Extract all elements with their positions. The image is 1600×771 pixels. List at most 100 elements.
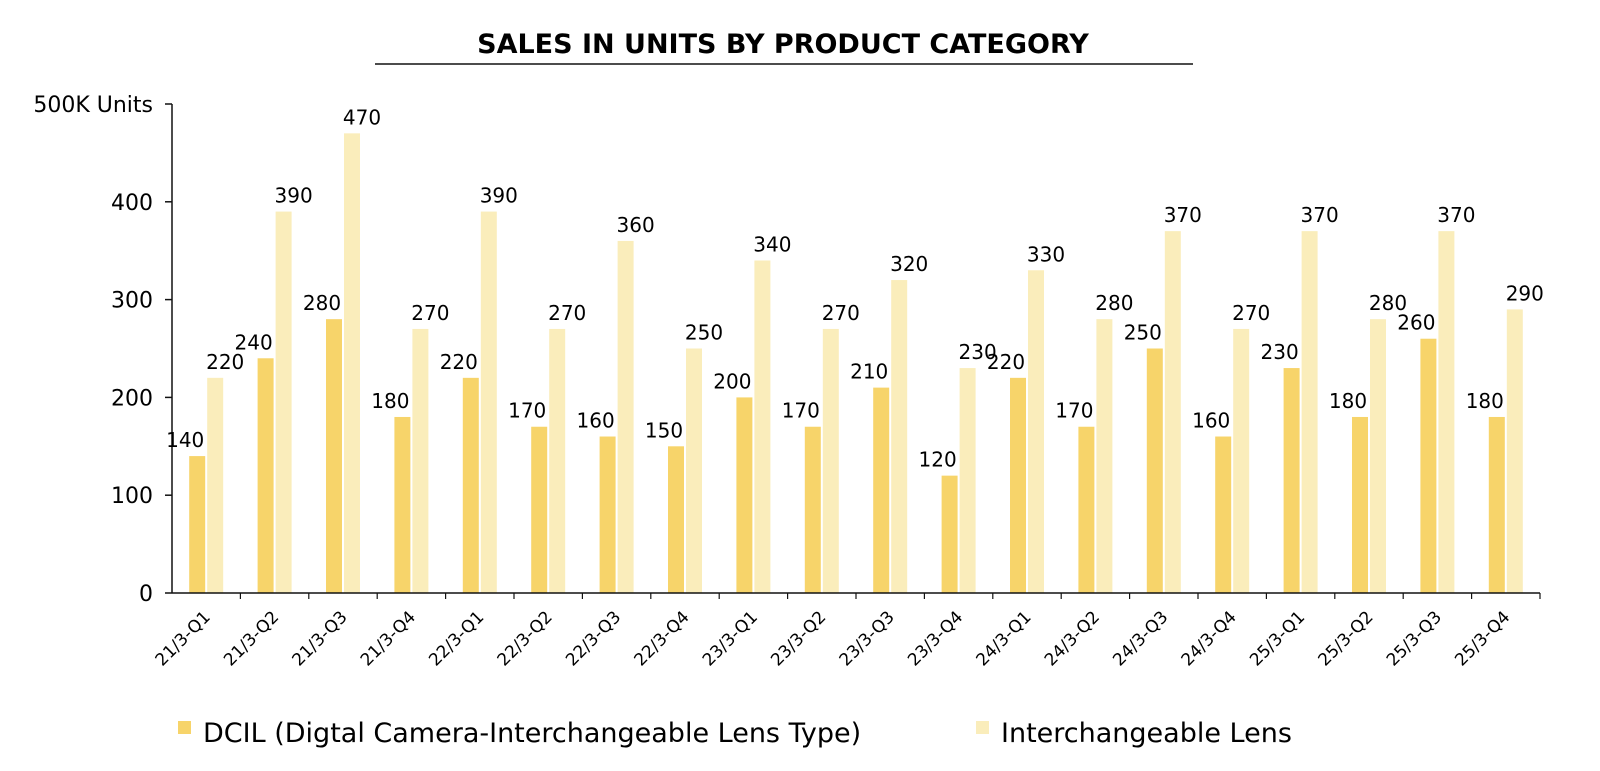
bar-interchangeable-lens — [754, 260, 771, 593]
data-label-dcil: 170 — [508, 399, 546, 423]
x-tick-label: 24/3-Q1 — [973, 607, 1036, 670]
bar-dcil — [941, 475, 958, 593]
x-tick-label: 25/3-Q4 — [1451, 607, 1514, 670]
x-tick-label: 23/3-Q1 — [699, 607, 762, 670]
data-label-dcil: 220 — [440, 350, 478, 374]
data-label-interchangeable-lens: 270 — [548, 301, 586, 325]
data-label-interchangeable-lens: 270 — [822, 301, 860, 325]
legend-swatch-dcil — [178, 721, 191, 734]
x-tick-label: 24/3-Q2 — [1041, 607, 1104, 670]
bar-dcil — [1010, 377, 1026, 593]
bar-interchangeable-lens — [1233, 328, 1250, 593]
data-label-dcil: 150 — [645, 418, 683, 442]
bar-interchangeable-lens — [549, 328, 566, 593]
legend-label-interchangeable-lens: Interchangeable Lens — [1001, 718, 1292, 749]
bar-dcil — [1488, 416, 1505, 593]
data-label-interchangeable-lens: 230 — [959, 340, 997, 364]
bar-interchangeable-lens — [207, 377, 224, 593]
y-tick-label: 500K Units — [33, 93, 153, 118]
data-label-dcil: 180 — [1329, 389, 1367, 413]
y-tick-label: 400 — [111, 191, 153, 216]
bar-dcil — [873, 387, 890, 593]
y-axis: 0 100 200 300 400 500K Units — [33, 93, 173, 607]
bar-dcil — [599, 436, 616, 593]
bar-interchangeable-lens — [1028, 270, 1044, 593]
data-label-interchangeable-lens: 390 — [480, 184, 518, 208]
bar-interchangeable-lens — [686, 348, 702, 593]
x-tick-label: 22/3-Q4 — [631, 607, 694, 670]
bar-interchangeable-lens — [412, 328, 429, 593]
x-tick-label: 22/3-Q2 — [494, 607, 557, 670]
y-tick-label: 300 — [111, 289, 153, 314]
x-tick-label: 21/3-Q3 — [289, 607, 352, 670]
bar-dcil — [736, 397, 753, 593]
x-tick-label: 22/3-Q3 — [562, 607, 625, 670]
bar-dcil — [531, 426, 548, 593]
data-label-dcil: 280 — [303, 291, 341, 315]
bar-dcil — [1420, 338, 1437, 593]
bars — [189, 133, 1523, 594]
bar-interchangeable-lens — [1370, 319, 1386, 593]
data-label-interchangeable-lens: 320 — [890, 252, 928, 276]
y-tick-label: 200 — [111, 386, 153, 411]
data-label-dcil: 120 — [919, 448, 957, 472]
x-tick-label: 21/3-Q1 — [152, 607, 215, 670]
data-label-interchangeable-lens: 370 — [1164, 203, 1202, 227]
bar-interchangeable-lens — [959, 368, 976, 593]
bar-interchangeable-lens — [891, 280, 908, 593]
data-label-interchangeable-lens: 270 — [1232, 301, 1270, 325]
bar-dcil — [189, 456, 206, 593]
y-tick-label: 100 — [111, 484, 153, 509]
bar-interchangeable-lens — [480, 211, 497, 593]
bar-interchangeable-lens — [1096, 319, 1113, 593]
bar-dcil — [1215, 436, 1232, 593]
data-label-dcil: 180 — [1466, 389, 1504, 413]
x-tick-label: 24/3-Q4 — [1178, 607, 1241, 670]
data-label-dcil: 220 — [987, 350, 1025, 374]
data-label-interchangeable-lens: 280 — [1369, 291, 1407, 315]
x-tick-label: 23/3-Q2 — [767, 607, 830, 670]
data-label-dcil: 160 — [1192, 409, 1230, 433]
legend-label-dcil: DCIL (Digtal Camera-Interchangeable Lens… — [203, 718, 861, 749]
data-label-dcil: 250 — [1124, 321, 1162, 345]
x-tick-label: 25/3-Q2 — [1315, 607, 1378, 670]
bar-interchangeable-lens — [1506, 309, 1523, 593]
data-label-interchangeable-lens: 340 — [753, 232, 791, 256]
data-label-interchangeable-lens: 370 — [1437, 203, 1475, 227]
legend-swatch-interchangeable-lens — [976, 721, 989, 734]
x-tick-label: 21/3-Q4 — [357, 607, 420, 670]
chart-title: SALES IN UNITS BY PRODUCT CATEGORY — [477, 29, 1089, 60]
bar-dcil — [326, 319, 342, 593]
data-label-interchangeable-lens: 470 — [343, 105, 381, 129]
data-label-interchangeable-lens: 330 — [1027, 242, 1065, 266]
data-label-dcil: 200 — [713, 369, 751, 393]
x-tick-label: 24/3-Q3 — [1109, 607, 1172, 670]
data-label-dcil: 240 — [235, 330, 273, 354]
bar-dcil — [1283, 368, 1300, 593]
data-label-interchangeable-lens: 250 — [685, 321, 723, 345]
bar-dcil — [462, 377, 479, 593]
data-label-interchangeable-lens: 270 — [411, 301, 449, 325]
data-label-dcil: 160 — [577, 409, 615, 433]
data-label-interchangeable-lens: 280 — [1095, 291, 1133, 315]
bar-dcil — [1352, 416, 1368, 593]
bar-dcil — [804, 426, 821, 593]
bar-dcil — [1146, 348, 1163, 593]
x-axis: 21/3-Q1 21/3-Q2 21/3-Q3 21/3-Q4 22/3-Q1 22/3-… — [152, 592, 1541, 670]
bar-interchangeable-lens — [1301, 231, 1318, 593]
bar-dcil — [257, 358, 274, 593]
data-label-interchangeable-lens: 370 — [1301, 203, 1339, 227]
data-label-interchangeable-lens: 290 — [1506, 281, 1544, 305]
y-tick-label: 0 — [139, 582, 153, 607]
data-label-dcil: 140 — [166, 428, 204, 452]
bar-dcil — [394, 416, 411, 593]
data-labels: 1402202403902804701802702203901702701603… — [166, 105, 1544, 471]
bar-dcil — [668, 446, 684, 593]
x-tick-label: 23/3-Q4 — [904, 607, 967, 670]
data-label-interchangeable-lens: 220 — [206, 350, 244, 374]
x-tick-label: 23/3-Q3 — [836, 607, 899, 670]
data-label-dcil: 170 — [782, 399, 820, 423]
bar-interchangeable-lens — [275, 211, 292, 593]
bar-interchangeable-lens — [617, 240, 634, 594]
